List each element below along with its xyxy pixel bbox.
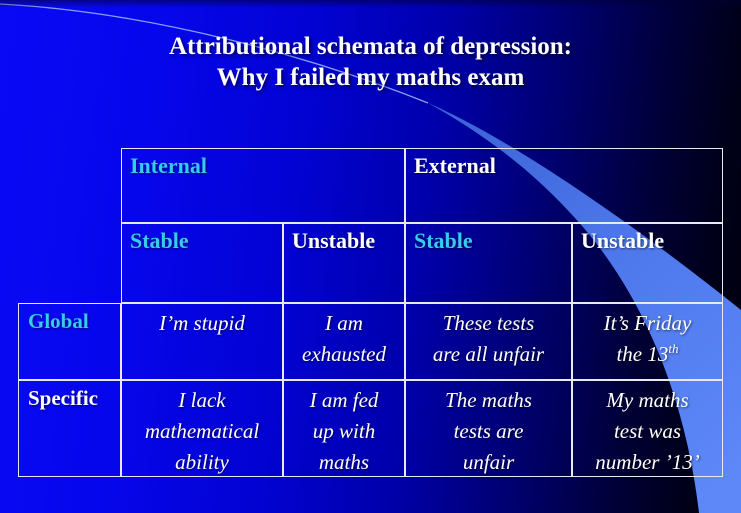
table-header-internal: Internal — [121, 148, 405, 223]
cell-text: My maths test was number ’13’ — [595, 388, 700, 474]
table-header-external-stable: Stable — [405, 223, 572, 303]
cell-text: I’m stupid — [159, 311, 245, 335]
table-cell-specific-internal-unstable: I am fed up with maths — [283, 380, 405, 477]
table-header-external: External — [405, 148, 723, 223]
table-header-internal-stable: Stable — [121, 223, 283, 303]
table-cell-global-external-unstable: It’s Friday the 13th — [572, 303, 723, 380]
table-cell-specific-external-unstable: My maths test was number ’13’ — [572, 380, 723, 477]
row-label-specific: Specific — [18, 380, 121, 477]
cell-text: I lack mathematical ability — [144, 388, 260, 474]
arc-line — [0, 3, 429, 104]
table-cell-global-internal-unstable: I am exhausted — [283, 303, 405, 380]
table-cell-global-external-stable: These tests are all unfair — [405, 303, 572, 380]
row-label-global: Global — [18, 303, 121, 380]
cell-text: These tests are all unfair — [432, 311, 545, 366]
slide-title-line1: Attributional schemata of depression: — [168, 33, 572, 60]
attribution-table: Internal External Stable Unstable Stable… — [18, 148, 723, 477]
table-cell-specific-internal-stable: I lack mathematical ability — [121, 380, 283, 477]
slide-title: Attributional schemata of depression: Wh… — [0, 31, 741, 93]
table-header-external-unstable: Unstable — [572, 223, 723, 303]
table-cell-specific-external-stable: The maths tests are unfair — [405, 380, 572, 477]
slide-title-line2: Why I failed my maths exam — [216, 64, 525, 91]
cell-text: I am fed up with maths — [309, 388, 379, 474]
table-header-internal-unstable: Unstable — [283, 223, 405, 303]
swoosh-shape — [428, 103, 741, 513]
superscript-th: th — [668, 341, 679, 356]
cell-text: The maths tests are unfair — [445, 388, 532, 474]
cell-text: I am exhausted — [302, 311, 386, 366]
table-cell-global-internal-stable: I’m stupid — [121, 303, 283, 380]
cell-text: It’s Friday the 13th — [603, 311, 692, 366]
